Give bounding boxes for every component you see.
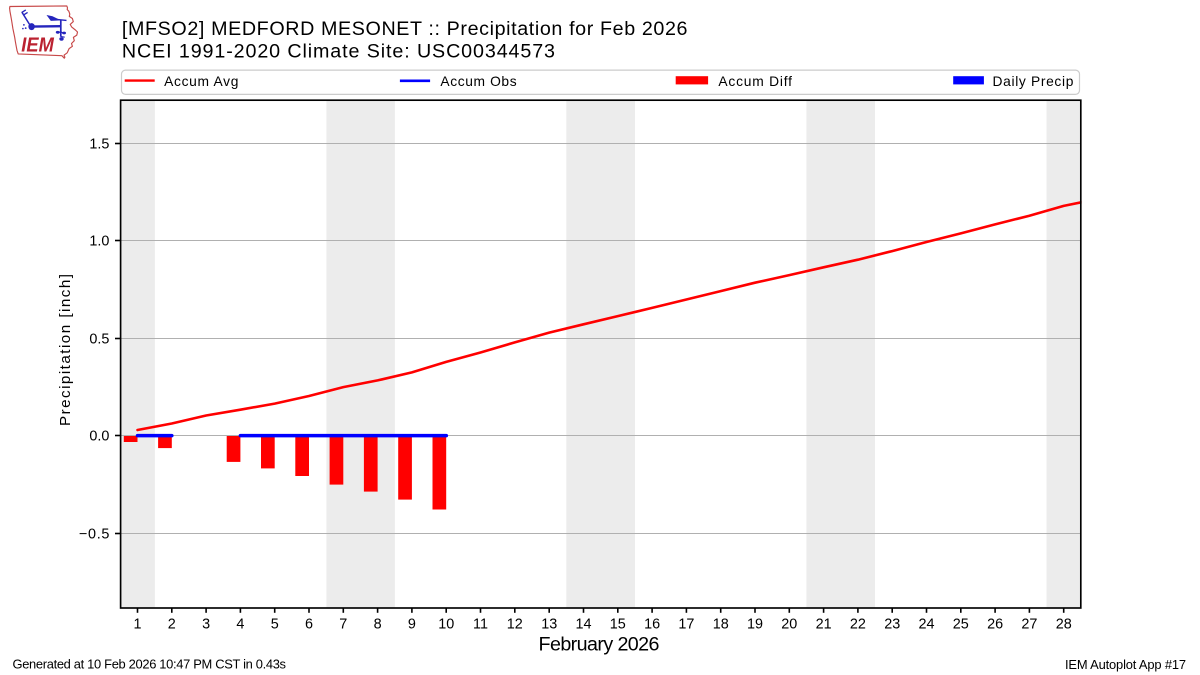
svg-text:20: 20 [781,616,797,632]
svg-text:8: 8 [374,616,382,632]
svg-text:4: 4 [236,616,244,632]
svg-text:February 2026: February 2026 [539,633,660,655]
svg-text:1: 1 [133,616,141,632]
svg-text:16: 16 [644,616,660,632]
svg-text:9: 9 [408,616,416,632]
svg-text:17: 17 [678,616,694,632]
svg-text:27: 27 [1021,616,1037,632]
svg-text:0.5: 0.5 [89,331,109,347]
svg-text:21: 21 [816,616,832,632]
svg-text:5: 5 [271,616,279,632]
svg-text:2: 2 [168,616,176,632]
svg-text:IEM: IEM [21,33,54,56]
svg-text:11: 11 [473,616,488,632]
svg-text:[MFSO2] MEDFORD MESONET :: Pre: [MFSO2] MEDFORD MESONET :: Precipitation… [122,18,688,40]
svg-text:28: 28 [1056,616,1072,632]
svg-text:13: 13 [541,616,557,632]
svg-text:−0.5: −0.5 [79,526,109,542]
svg-text:Generated at 10 Feb 2026 10:47: Generated at 10 Feb 2026 10:47 PM CST in… [13,657,287,672]
svg-text:Daily Precip: Daily Precip [993,74,1074,89]
svg-text:1.5: 1.5 [89,136,109,152]
svg-text:25: 25 [953,616,969,632]
svg-text:Accum Diff: Accum Diff [718,74,792,89]
svg-text:Accum Avg: Accum Avg [164,74,238,89]
svg-text:15: 15 [610,616,626,632]
svg-text:NCEI 1991-2020 Climate Site: U: NCEI 1991-2020 Climate Site: USC00344573 [122,40,555,62]
svg-text:0.0: 0.0 [89,428,109,444]
svg-text:10: 10 [438,616,454,632]
svg-text:12: 12 [507,616,523,632]
svg-text:26: 26 [987,616,1003,632]
svg-text:23: 23 [884,616,900,632]
svg-text:IEM Autoplot App #17: IEM Autoplot App #17 [1065,657,1186,672]
svg-text:19: 19 [747,616,763,632]
svg-text:24: 24 [918,616,934,632]
svg-text:Precipitation [inch]: Precipitation [inch] [57,274,74,426]
svg-text:18: 18 [713,616,729,632]
svg-text:3: 3 [202,616,210,632]
svg-text:Accum Obs: Accum Obs [440,74,516,89]
svg-text:7: 7 [339,616,347,632]
svg-text:1.0: 1.0 [89,233,109,249]
svg-text:14: 14 [575,616,591,632]
svg-text:6: 6 [305,616,313,632]
svg-text:22: 22 [850,616,866,632]
